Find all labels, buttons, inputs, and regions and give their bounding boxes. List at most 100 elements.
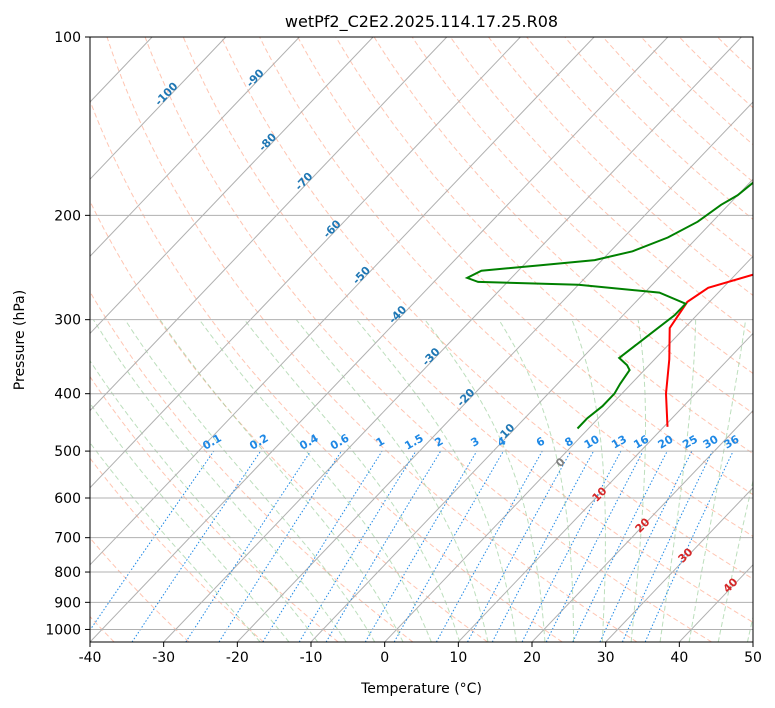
isotherm-line [236,101,753,642]
x-tick-label: 0 [380,650,389,666]
dry-adiabat-line [602,37,753,183]
mixing-ratio-line [218,450,342,642]
mixing-ratio-line [467,450,572,642]
mixing-ratio-label: 1 [374,435,387,450]
mixing-ratio-label: 3 [469,435,482,450]
mixing-ratio-label: 16 [631,432,651,451]
mixing-ratio-line [393,450,504,642]
isotherm-line [605,487,753,642]
mixing-ratio-line [90,450,215,631]
moist-adiabat-line [630,319,646,642]
dry-adiabat-line [90,537,190,642]
y-tick-label: 100 [54,30,81,46]
mixing-ratio-line [131,450,262,642]
moist-adiabat-line [90,402,290,642]
x-tick-label: -40 [79,650,102,666]
moist-adiabat-label: 40 [721,575,741,595]
dry-adiabat-line [526,37,753,258]
isotherm-line [752,641,753,642]
x-tick-label: 40 [670,650,688,666]
moist-adiabat-line [90,359,319,642]
moist-adiabat-line [424,319,546,642]
isotherm-label: -100 [152,79,181,108]
x-tick-label: 30 [597,650,615,666]
moist-adiabat-line [92,319,347,642]
dry-adiabat-line [640,37,753,146]
dry-adiabat-line [488,37,753,297]
dry-adiabat-line [411,37,753,375]
moist-adiabat-line [356,319,517,642]
isotherm-line [90,37,300,258]
moist-adiabat-label: 30 [676,545,696,565]
isotherm-line [90,37,448,412]
y-tick-label: 300 [54,313,81,329]
chart-title: wetPf2_C2E2.2025.114.17.25.R08 [285,12,558,32]
isotherm-label: -90 [244,66,267,90]
isotherm-line [90,37,227,180]
mixing-ratio-line [298,450,417,642]
dry-adiabat-line [449,37,753,335]
isotherm-line [0,37,5,642]
mixing-ratio-label: 36 [722,432,742,451]
moist-adiabat-line [159,319,404,642]
mixing-ratio-label: 13 [609,433,629,452]
temperature-profile-line [664,273,753,427]
dry-adiabat-line [297,37,753,496]
mixing-ratio-label: 30 [701,432,721,451]
isotherm-line [90,37,669,642]
x-tick-label: -30 [152,650,175,666]
y-tick-label: 200 [54,208,81,224]
mixing-ratio-line [621,450,713,642]
x-tick-label: 20 [523,650,541,666]
dry-adiabat-line [259,37,753,537]
dewpoint-profile-line [464,181,753,430]
isotherm-line [678,564,753,642]
moist-adiabat-line [295,319,489,642]
x-tick-label: -10 [300,650,323,666]
dry-adiabat-line [90,200,488,642]
mixing-ratio-line [521,450,622,642]
dry-adiabat-line [373,37,753,414]
mixing-ratio-line [491,450,595,642]
y-axis-title: Pressure (hPa) [12,290,28,390]
dry-adiabat-line [717,37,753,72]
x-axis-title: Temperature (°C) [360,681,482,697]
moist-adiabat-line [746,615,753,642]
dry-adiabat-line [220,37,753,580]
y-tick-label: 600 [54,491,81,507]
isotherm-label: -30 [420,345,443,369]
isotherm-label: -70 [292,170,315,194]
mixing-ratio-label: 0.4 [297,431,321,452]
isotherm-label: -40 [386,303,409,327]
mixing-ratio-line [644,450,734,642]
mixing-ratio-line [572,450,668,642]
dry-adiabat-line [90,290,414,642]
mixing-ratio-line [599,450,693,642]
isotherm-line [531,409,753,642]
moist-adiabat-line [198,319,432,642]
mixing-ratio-line [262,450,383,642]
mixing-ratio-line [185,450,312,642]
mixing-ratio-label: 20 [656,432,676,451]
y-tick-label: 700 [54,531,81,547]
isotherm-line [90,37,374,335]
y-tick-label: 800 [54,565,81,581]
mixing-ratio-line [364,450,478,642]
y-tick-label: 400 [54,387,81,403]
dry-adiabat-line [678,37,753,109]
isotherm-label: -80 [256,130,279,154]
y-tick-label: 900 [54,595,81,611]
mixing-ratio-line [435,450,543,642]
isotherm-line [384,255,753,642]
x-tick-label: -20 [226,650,249,666]
isotherm-line [90,37,595,566]
y-tick-label: 1000 [45,622,81,638]
moist-adiabat-line [498,319,575,642]
mixing-ratio-label: 10 [582,432,602,451]
moist-adiabat-line [124,319,376,642]
y-tick-label: 500 [54,444,81,460]
mixing-ratio-label: 8 [563,435,576,450]
moist-adiabat-line [688,319,747,642]
dry-adiabat-line [90,457,264,642]
